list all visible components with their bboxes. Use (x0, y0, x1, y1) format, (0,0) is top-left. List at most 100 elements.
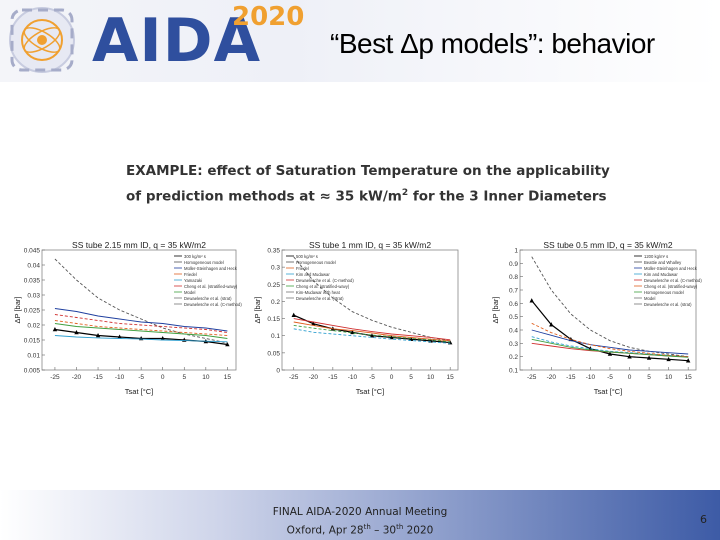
x-tick-label: 10 (427, 374, 435, 381)
y-tick-label: 0.25 (267, 282, 280, 289)
y-tick-label: 0.025 (24, 308, 41, 315)
footer-date-sup2: th (396, 523, 404, 531)
legend-label: Model (644, 296, 655, 301)
legend-label: Kim and Mudawar (644, 272, 678, 277)
legend-label: Homogeneous model (644, 290, 684, 295)
footer-event: FINAL AIDA-2020 Annual Meeting (272, 506, 448, 518)
x-tick-label: 15 (224, 374, 232, 381)
y-tick-label: 0.3 (271, 265, 280, 272)
series-line-3 (54, 320, 228, 336)
y-tick-label: 0.01 (27, 353, 40, 360)
series-line-4 (54, 335, 228, 343)
series-line-2 (54, 308, 228, 332)
series-line-5 (54, 314, 228, 333)
x-tick-label: 5 (409, 374, 413, 381)
y-tick-label: 0.8 (509, 274, 518, 281)
data-point (389, 334, 394, 340)
x-tick-label: -20 (72, 374, 82, 381)
slide-caption: EXAMPLE: effect of Saturation Temperatur… (126, 160, 686, 208)
data-point (95, 333, 101, 338)
footer-date-mid: – 30 (370, 524, 397, 537)
y-axis-label: ΔP [bar] (253, 297, 262, 324)
legend-label: Model (184, 290, 195, 295)
caption-line-1: EXAMPLE: effect of Saturation Temperatur… (126, 163, 610, 179)
chart-0-5mm: SS tube 0.5 mm ID, q = 35 kW/m2 0.1 0.2 0.3… (491, 240, 702, 396)
series-line-6 (531, 338, 689, 358)
x-tick-label: -25 (527, 374, 537, 381)
data-point (685, 358, 691, 363)
footer-text: FINAL AIDA-2020 Annual Meeting Oxford, A… (260, 505, 460, 539)
y-tick-label: 0.1 (509, 368, 518, 375)
data-point (225, 342, 230, 347)
data-point (627, 354, 632, 359)
y-tick-label: 0.035 (24, 278, 41, 285)
legend-label: Friedel (296, 266, 309, 271)
legend-label: Beattie and Whalley (644, 260, 682, 265)
legend-label: 300 kg/m² s (184, 254, 206, 259)
legend-label: Yamazaki (184, 278, 202, 283)
x-tick-label: -20 (547, 374, 557, 381)
data-point (529, 298, 534, 303)
plot-frame (519, 249, 697, 371)
x-tick-label: -10 (586, 374, 596, 381)
x-tick-label: -5 (607, 374, 613, 381)
x-tick-label: -5 (369, 374, 375, 381)
data-point (311, 321, 316, 326)
y-tick-label: 0.1 (271, 333, 280, 340)
x-axis-label: Tsat [°C] (594, 387, 622, 396)
chart-title: SS tube 0.5 mm ID, q = 35 kW/m2 (543, 240, 672, 250)
y-tick-label: 0.35 (267, 248, 280, 255)
legend-label: Dewaelesche et al. (strat) (296, 296, 344, 301)
x-tick-label: -10 (115, 374, 125, 381)
footer-date: Oxford, Apr 28th – 30th 2020 (260, 520, 460, 539)
series-line-6 (54, 323, 228, 339)
caption-line-2-end: for the 3 Inner Diameters (412, 188, 607, 205)
y-tick-label: 0.3 (509, 341, 518, 348)
data-point (74, 330, 79, 335)
data-point (291, 312, 296, 317)
legend-label: 1200 kg/m² s (644, 254, 668, 259)
legend-label: Cheng et al. (stratified-wavy) (296, 284, 350, 289)
y-tick-label: 0.9 (509, 261, 518, 268)
x-axis-label: Tsat [°C] (356, 387, 384, 396)
y-tick-label: 0.2 (509, 354, 518, 361)
series-line-5 (531, 322, 689, 358)
logo-year: 2020 (232, 2, 305, 32)
data-point (549, 322, 554, 327)
series-line-5 (293, 324, 451, 343)
y-tick-label: 0.15 (267, 316, 280, 323)
y-tick-label: 0.7 (509, 288, 518, 295)
x-tick-label: 15 (447, 374, 455, 381)
y-tick-label: 0.02 (27, 323, 40, 330)
series-line-2 (531, 329, 689, 355)
y-tick-label: 0.2 (271, 299, 280, 306)
data-point (117, 334, 122, 339)
legend-label: 500 kg/m² s (296, 254, 318, 259)
footer-date-sup1: th (363, 523, 371, 531)
x-tick-label: 5 (182, 374, 186, 381)
legend-label: Müller-Steinhagen and Heck (644, 266, 698, 271)
y-tick-label: 0.03 (27, 293, 40, 300)
y-tick-label: 0 (276, 368, 280, 375)
legend-label: Kim and Mudawar (296, 272, 330, 277)
caption-line-2: of prediction methods at ≈ 35 kW/m2 for … (126, 182, 686, 208)
legend-label: Dewaelesche et al. (C-method) (644, 278, 702, 283)
x-tick-label: 0 (390, 374, 394, 381)
aida-logo-icon (9, 7, 75, 73)
x-tick-label: 5 (647, 374, 651, 381)
legend-label: Homogeneous model (184, 260, 224, 265)
series-line-1 (531, 256, 689, 358)
x-tick-label: 10 (665, 374, 673, 381)
chart-1mm: SS tube 1 mm ID, q = 35 kW/m2 0 0.05 0.1 0.1… (253, 240, 459, 396)
data-point (52, 327, 58, 332)
y-tick-label: 0.5 (509, 314, 518, 321)
footer-bar (0, 490, 720, 540)
x-tick-label: -20 (309, 374, 319, 381)
slide-header: AIDA 2020 “Best Δp models”: behavior (0, 0, 720, 82)
chart-2-15mm: SS tube 2.15 mm ID, q = 35 kW/m2 0.005 0.0… (13, 240, 242, 396)
y-tick-label: 1 (514, 248, 518, 255)
legend-label: Cheng et al. (stratified-wavy) (644, 284, 698, 289)
x-tick-label: 10 (202, 374, 210, 381)
x-tick-label: 0 (628, 374, 632, 381)
y-tick-label: 0.6 (509, 301, 518, 308)
